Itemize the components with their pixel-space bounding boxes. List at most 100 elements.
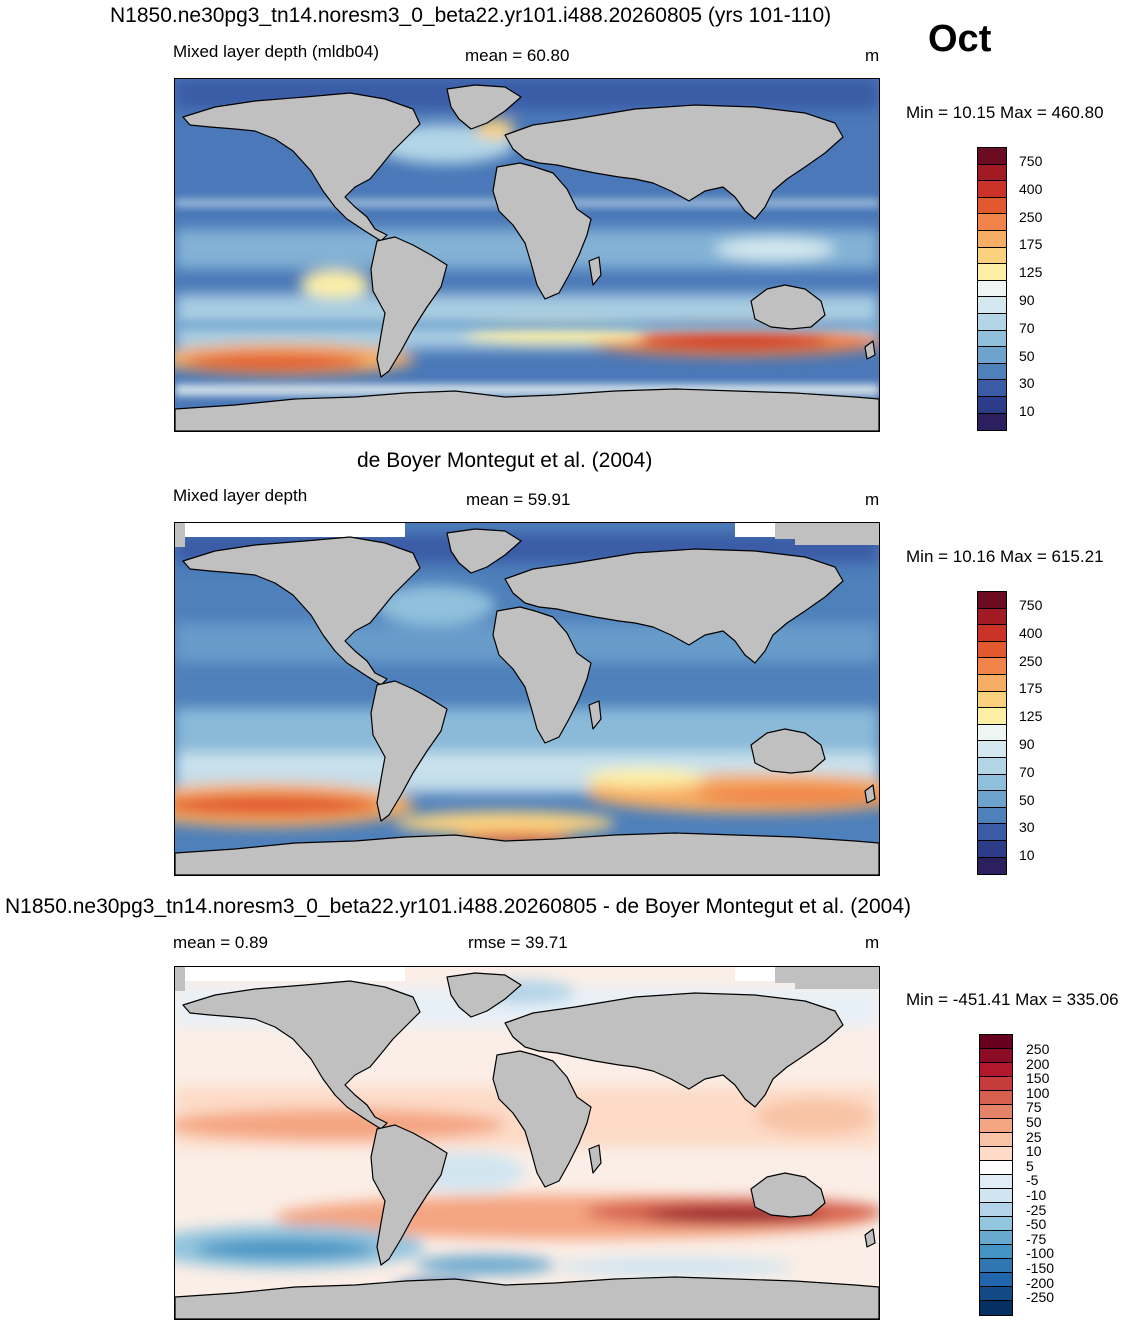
panel2-unit-label: m [865, 490, 880, 509]
colorbar-tick-label: 250 [1019, 208, 1043, 225]
colorbar-tick-label: -100 [1026, 1245, 1055, 1262]
colorbar-swatch [978, 741, 1006, 758]
colorbar-tick-label: 10 [1019, 403, 1035, 420]
colorbar-swatch [978, 674, 1006, 692]
colorbar-swatch [980, 1301, 1012, 1315]
colorbar-tick-label: 400 [1019, 624, 1043, 641]
colorbar-swatch [980, 1133, 1012, 1147]
panel1-map [174, 78, 880, 432]
colorbar-swatch [980, 1035, 1012, 1049]
colorbar-swatch [980, 1147, 1012, 1161]
colorbar-swatch [980, 1119, 1012, 1133]
colorbar-tick-label: 50 [1019, 347, 1035, 364]
colorbar-tick-label: -5 [1026, 1172, 1039, 1189]
colorbar-swatch [978, 840, 1006, 858]
panel3-minmax: Min = -451.41 Max = 335.06 [906, 990, 1119, 1009]
panel3-mean-label: mean = 0.89 [173, 933, 268, 952]
colorbar-swatch [980, 1287, 1012, 1301]
colorbar-swatch [978, 791, 1006, 808]
panel2-left-label: Mixed layer depth [173, 486, 308, 505]
colorbar-swatch [980, 1175, 1012, 1189]
colorbar-swatch [980, 1049, 1012, 1063]
colorbar-swatch [978, 264, 1006, 281]
colorbar-swatch [978, 757, 1006, 775]
colorbar-swatch [980, 1217, 1012, 1231]
panel2-heading: de Boyer Montegut et al. (2004) [357, 449, 653, 472]
colorbar-swatch [980, 1161, 1012, 1175]
colorbar-tick-label: 50 [1026, 1114, 1042, 1130]
colorbar-swatch [978, 297, 1006, 314]
colorbar-swatch [978, 148, 1006, 165]
panel2-minmax: Min = 10.16 Max = 615.21 [906, 547, 1104, 566]
colorbar-swatch [978, 363, 1006, 381]
colorbar-tick-label: 70 [1019, 319, 1035, 336]
colorbar-tick-label: 250 [1019, 652, 1043, 669]
panel2-map [174, 522, 880, 876]
colorbar-swatch [978, 214, 1006, 231]
colorbar-swatch [978, 857, 1006, 875]
colorbar-tick-label: -50 [1026, 1216, 1047, 1233]
colorbar-swatch [978, 724, 1006, 742]
colorbar-swatch [978, 247, 1006, 265]
colorbar-swatch [978, 380, 1006, 397]
colorbar-tick-label: 125 [1019, 708, 1043, 725]
panel1-left-label: Mixed layer depth (mldb04) [173, 42, 379, 61]
colorbar-swatch [980, 1203, 1012, 1217]
colorbar-tick-label: 200 [1026, 1055, 1050, 1072]
colorbar-swatch [978, 658, 1006, 675]
panel3-rmse-label: rmse = 39.71 [468, 933, 568, 952]
colorbar-swatch [980, 1245, 1012, 1259]
colorbar-swatch [978, 608, 1006, 626]
panel3-heading: N1850.ne30pg3_tn14.noresm3_0_beta22.yr10… [5, 895, 912, 918]
colorbar-tick-label: 10 [1026, 1143, 1042, 1160]
colorbar-swatch [978, 807, 1006, 825]
colorbar-swatch [978, 641, 1006, 659]
colorbar-tick-label: 30 [1019, 375, 1035, 392]
colorbar-swatch [978, 197, 1006, 215]
colorbar-swatch [978, 313, 1006, 331]
colorbar-tick-label: 90 [1019, 292, 1035, 308]
colorbar-tick-label: 100 [1026, 1084, 1050, 1101]
colorbar-tick-label: 125 [1019, 264, 1043, 281]
colorbar-tick-label: 250 [1026, 1041, 1050, 1057]
panel2-mean-label: mean = 59.91 [466, 490, 571, 509]
panel2-colorbar [977, 591, 1007, 876]
colorbar-tick-label: 50 [1019, 791, 1035, 808]
colorbar-swatch [978, 280, 1006, 298]
colorbar-swatch [980, 1259, 1012, 1273]
colorbar-tick-label: -150 [1026, 1260, 1055, 1276]
panel1-minmax: Min = 10.15 Max = 460.80 [906, 103, 1104, 122]
colorbar-swatch [978, 164, 1006, 182]
panel1-colorbar [977, 147, 1007, 432]
colorbar-tick-label: 70 [1019, 763, 1035, 780]
colorbar-swatch [980, 1105, 1012, 1119]
colorbar-swatch [980, 1063, 1012, 1077]
colorbar-tick-label: 10 [1019, 847, 1035, 864]
colorbar-swatch [978, 230, 1006, 248]
panel1-unit-label: m [865, 46, 880, 65]
colorbar-swatch [978, 396, 1006, 414]
colorbar-tick-label: -75 [1026, 1230, 1047, 1247]
panel3-unit-label: m [865, 933, 880, 952]
colorbar-swatch [978, 774, 1006, 792]
colorbar-swatch [978, 347, 1006, 364]
land-mask [175, 528, 879, 875]
colorbar-swatch [978, 181, 1006, 198]
panel3-colorbar [979, 1034, 1013, 1316]
colorbar-tick-label: 150 [1026, 1070, 1050, 1087]
colorbar-tick-label: 25 [1026, 1128, 1042, 1145]
colorbar-tick-label: -200 [1026, 1274, 1055, 1291]
colorbar-tick-label: 750 [1019, 597, 1043, 613]
colorbar-tick-label: 75 [1026, 1099, 1042, 1116]
colorbar-tick-label: 175 [1019, 236, 1043, 253]
colorbar-swatch [980, 1273, 1012, 1287]
colorbar-swatch [978, 691, 1006, 709]
colorbar-swatch [978, 592, 1006, 609]
colorbar-swatch [978, 413, 1006, 431]
month-label: Oct [928, 18, 992, 60]
colorbar-swatch [978, 708, 1006, 725]
colorbar-swatch [978, 330, 1006, 348]
colorbar-tick-label: 30 [1019, 819, 1035, 836]
colorbar-tick-label: 90 [1019, 736, 1035, 752]
panel3-map [174, 966, 880, 1320]
